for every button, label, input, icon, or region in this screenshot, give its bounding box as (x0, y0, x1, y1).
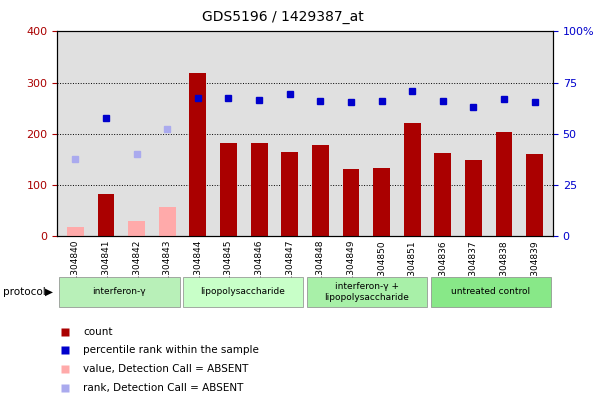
Bar (220, 143, 237, 236)
Bar (183, 277, 304, 307)
Text: rank, Detection Call = ABSENT: rank, Detection Call = ABSENT (83, 383, 243, 393)
Text: lipopolysaccharide: lipopolysaccharide (201, 287, 285, 296)
Text: untreated control: untreated control (451, 287, 531, 296)
Text: percentile rank within the sample: percentile rank within the sample (83, 345, 259, 355)
Bar (343, 169, 359, 236)
Text: count: count (83, 327, 112, 337)
Bar (251, 143, 267, 236)
Bar (496, 132, 513, 236)
Bar (189, 73, 206, 236)
Bar (465, 160, 482, 236)
Text: interferon-γ: interferon-γ (93, 287, 146, 296)
Bar (430, 277, 551, 307)
Text: ▶: ▶ (45, 286, 53, 297)
Bar (526, 154, 543, 236)
Bar (159, 207, 175, 236)
Bar (307, 277, 427, 307)
Bar (67, 227, 84, 236)
Bar (128, 222, 145, 236)
Bar (281, 151, 298, 236)
Text: protocol: protocol (3, 286, 46, 297)
Bar (435, 153, 451, 236)
Bar (312, 145, 329, 236)
Text: GDS5196 / 1429387_at: GDS5196 / 1429387_at (201, 10, 364, 24)
Bar (97, 194, 114, 236)
Text: interferon-γ +
lipopolysaccharide: interferon-γ + lipopolysaccharide (325, 282, 409, 301)
Bar (373, 168, 390, 236)
Bar (404, 123, 421, 236)
Text: value, Detection Call = ABSENT: value, Detection Call = ABSENT (83, 364, 249, 375)
Bar (59, 277, 180, 307)
